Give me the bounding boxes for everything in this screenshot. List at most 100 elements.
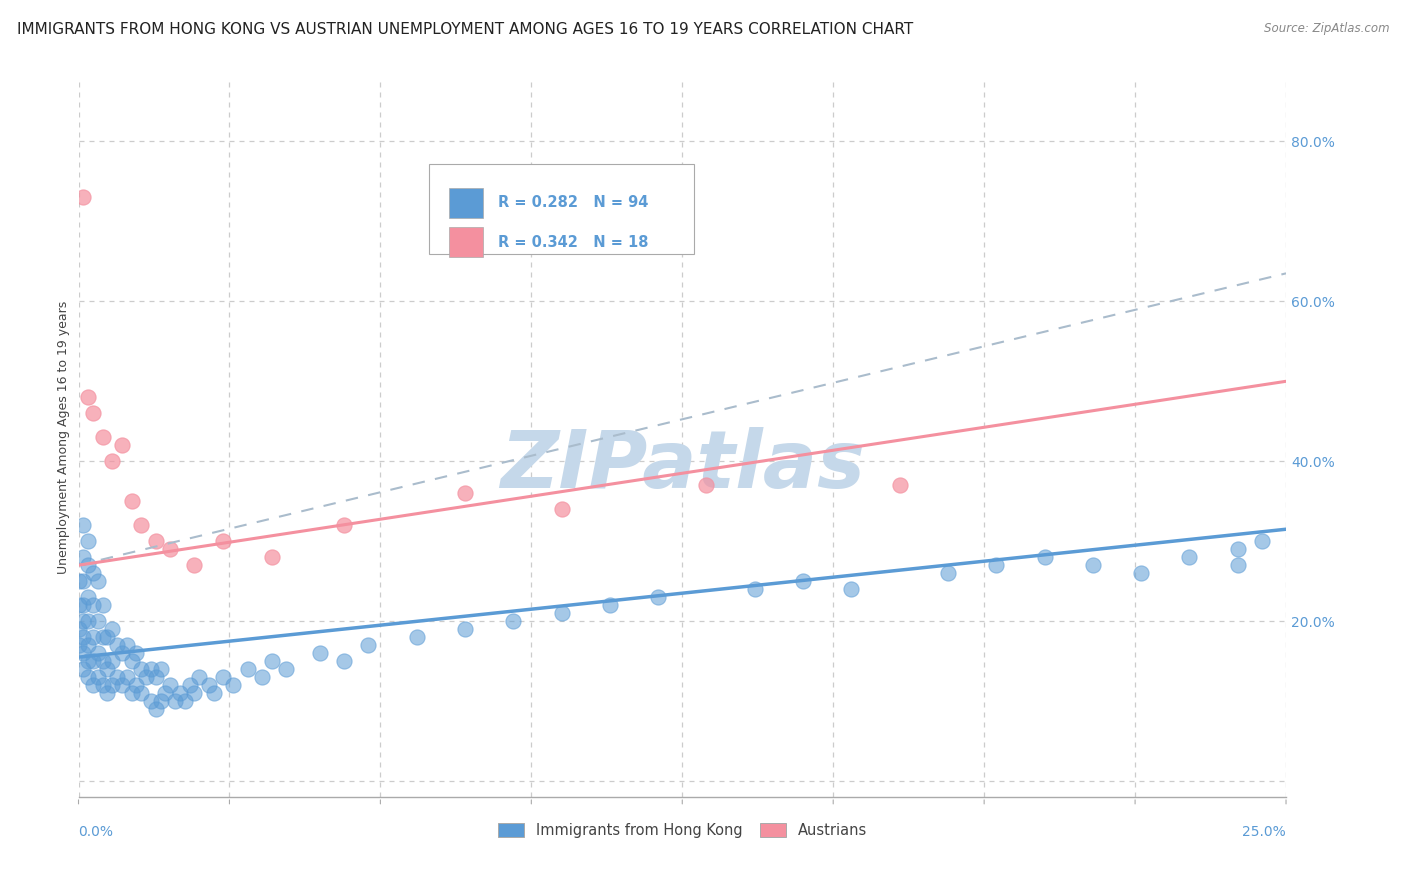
Point [173, 694, 195, 708]
Point [550, 606, 572, 620]
Point [647, 590, 669, 604]
Point [179, 678, 201, 692]
Point [87, 670, 110, 684]
Point [357, 638, 380, 652]
Point [1226, 542, 1249, 557]
Point [159, 678, 181, 692]
Point [72, 646, 94, 660]
Point [121, 654, 143, 668]
Point [188, 670, 211, 684]
Point [77, 614, 100, 628]
Point [792, 574, 814, 589]
Text: R = 0.282   N = 94: R = 0.282 N = 94 [498, 195, 648, 211]
Point [149, 694, 172, 708]
Point [139, 662, 162, 676]
Point [77, 654, 100, 668]
Point [87, 574, 110, 589]
Point [236, 662, 259, 676]
Point [67, 574, 90, 589]
Point [131, 662, 153, 676]
Point [222, 678, 245, 692]
Point [101, 622, 124, 636]
Point [115, 670, 138, 684]
Point [87, 646, 110, 660]
Point [121, 494, 143, 508]
Point [155, 686, 177, 700]
Point [183, 558, 205, 573]
Point [986, 558, 1008, 573]
Point [77, 670, 100, 684]
Text: 25.0%: 25.0% [1243, 825, 1286, 839]
Point [405, 630, 427, 644]
Text: Source: ZipAtlas.com: Source: ZipAtlas.com [1264, 22, 1389, 36]
Point [889, 478, 911, 492]
Point [91, 430, 114, 444]
Point [77, 558, 100, 573]
Point [454, 622, 477, 636]
Point [91, 598, 114, 612]
Point [550, 502, 572, 516]
Point [202, 686, 225, 700]
Point [198, 678, 221, 692]
Point [111, 438, 134, 452]
Point [125, 646, 148, 660]
Point [131, 518, 153, 533]
Point [72, 190, 94, 204]
Point [149, 662, 172, 676]
Text: 0.0%: 0.0% [79, 825, 114, 839]
Point [1033, 550, 1056, 565]
Point [72, 518, 94, 533]
Point [333, 654, 356, 668]
Point [67, 638, 90, 652]
Point [77, 638, 100, 652]
Point [72, 598, 94, 612]
Text: IMMIGRANTS FROM HONG KONG VS AUSTRIAN UNEMPLOYMENT AMONG AGES 16 TO 19 YEARS COR: IMMIGRANTS FROM HONG KONG VS AUSTRIAN UN… [17, 22, 912, 37]
Point [260, 654, 283, 668]
FancyBboxPatch shape [429, 164, 695, 253]
Text: ZIPatlas: ZIPatlas [499, 427, 865, 505]
Point [72, 550, 94, 565]
Point [125, 678, 148, 692]
Point [1226, 558, 1249, 573]
Point [276, 662, 298, 676]
Point [72, 614, 94, 628]
Point [72, 630, 94, 644]
Point [96, 686, 118, 700]
Point [212, 670, 235, 684]
Point [599, 598, 621, 612]
Point [1130, 566, 1153, 581]
Point [121, 686, 143, 700]
Point [77, 390, 100, 404]
Text: R = 0.342   N = 18: R = 0.342 N = 18 [498, 235, 648, 250]
Point [105, 670, 128, 684]
Point [1250, 534, 1272, 549]
Legend: Immigrants from Hong Kong, Austrians: Immigrants from Hong Kong, Austrians [492, 817, 873, 844]
Point [131, 686, 153, 700]
Point [111, 646, 134, 660]
Point [101, 678, 124, 692]
Point [87, 614, 110, 628]
Point [77, 590, 100, 604]
Point [260, 550, 283, 565]
Point [77, 534, 100, 549]
Point [67, 622, 90, 636]
Point [91, 654, 114, 668]
Point [309, 646, 332, 660]
Point [145, 670, 167, 684]
Point [72, 574, 94, 589]
Point [159, 542, 181, 557]
Point [502, 614, 524, 628]
Point [139, 694, 162, 708]
Point [101, 454, 124, 468]
Point [82, 598, 104, 612]
Point [145, 702, 167, 716]
Point [250, 670, 273, 684]
Point [82, 678, 104, 692]
Point [96, 630, 118, 644]
Point [91, 678, 114, 692]
Point [839, 582, 862, 597]
Point [1178, 550, 1201, 565]
Point [744, 582, 766, 597]
Point [165, 694, 187, 708]
Point [695, 478, 717, 492]
